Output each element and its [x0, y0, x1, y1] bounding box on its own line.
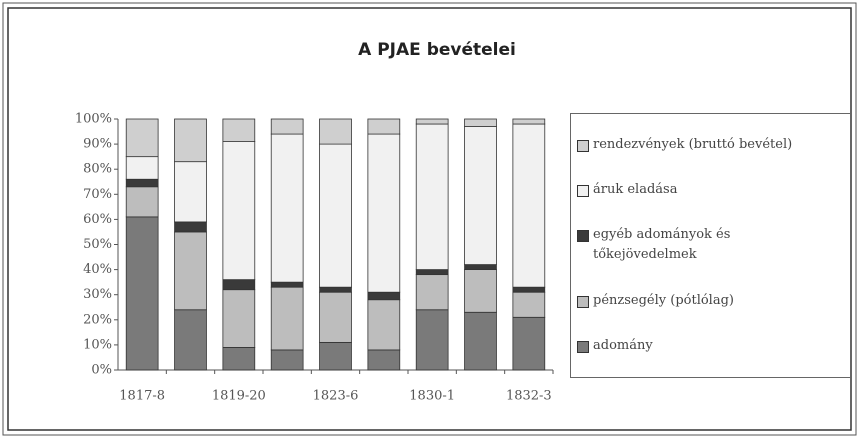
legend-item: adomány	[577, 336, 844, 356]
bar-segment	[512, 316, 546, 371]
legend-label: pénzsegély (pótlólag)	[593, 292, 734, 308]
bar-segment	[125, 178, 159, 188]
bar-segment	[367, 118, 401, 135]
bar-segment	[464, 264, 497, 270]
bar-segment	[367, 291, 401, 301]
x-tick-label: 1819-20	[212, 389, 266, 404]
y-tick-label: 50%	[83, 237, 112, 252]
bar-segment	[125, 216, 159, 371]
bar-segment	[512, 286, 546, 293]
legend-swatch	[577, 139, 589, 152]
y-tick-label: 80%	[83, 162, 112, 177]
legend-item: egyéb adományok és tőkejövedelmek	[577, 225, 844, 265]
bar-segment	[222, 289, 256, 348]
y-tick-label: 90%	[83, 137, 112, 152]
bar-segment	[415, 118, 449, 125]
bar-segment	[174, 309, 207, 371]
y-tick-label: 100%	[75, 112, 112, 127]
legend-label: áruk eladása	[593, 182, 678, 198]
bar-segment	[415, 123, 449, 270]
legend-item: áruk eladása	[577, 180, 844, 200]
bar-segment	[367, 349, 401, 371]
bar-segment	[319, 341, 352, 371]
x-tick-label: 1817-8	[119, 389, 165, 404]
bar-segment	[464, 311, 497, 371]
bar-segment	[464, 126, 497, 265]
bar-segment	[415, 274, 449, 311]
y-tick-label: 10%	[83, 337, 112, 352]
bar-segment	[270, 118, 304, 135]
bar-segment	[319, 118, 352, 145]
bar-segment	[367, 133, 401, 293]
legend-label: rendezvények (bruttó bevétel)	[593, 136, 793, 152]
legend-swatch	[577, 295, 589, 308]
bar-segment	[367, 299, 401, 351]
bar-segment	[174, 231, 207, 311]
bar-segment	[415, 309, 449, 371]
bar-segment	[512, 291, 546, 318]
bar-segment	[512, 118, 546, 125]
legend-swatch	[577, 341, 589, 354]
legend-label: adomány	[593, 338, 653, 354]
bar-segment	[222, 279, 256, 291]
bar-segment	[415, 269, 449, 276]
bar-segment	[319, 286, 352, 293]
y-tick-label: 0%	[91, 363, 112, 378]
bar-segment	[125, 118, 159, 158]
legend-swatch	[577, 230, 589, 243]
bar-segment	[270, 281, 304, 288]
y-tick-label: 70%	[83, 187, 112, 202]
y-tick-label: 60%	[83, 212, 112, 227]
inner-frame	[7, 7, 852, 431]
legend-label: egyéb adományok és tőkejövedelmek	[593, 227, 731, 263]
bar-segment	[125, 186, 159, 218]
legend: rendezvények (bruttó bevétel) áruk eladás…	[570, 113, 851, 378]
y-tick-label: 40%	[83, 262, 112, 277]
x-tick-label: 1830-1	[409, 389, 455, 404]
chart-title: A PJAE bevételei	[358, 40, 516, 60]
bar-segment	[174, 221, 207, 233]
bar-segment	[319, 291, 352, 343]
x-tick-label: 1823-6	[313, 389, 359, 404]
y-tick-label: 30%	[83, 287, 112, 302]
bar-segment	[270, 286, 304, 351]
bar-segment	[270, 349, 304, 371]
bar-segment	[174, 118, 207, 163]
legend-item: rendezvények (bruttó bevétel)	[577, 135, 844, 155]
bar-segment	[222, 118, 256, 142]
bar-segment	[222, 141, 256, 281]
legend-swatch	[577, 185, 589, 198]
bar-segment	[270, 133, 304, 283]
bar-segment	[464, 269, 497, 313]
bar-segment	[512, 123, 546, 288]
bar-segment	[125, 156, 159, 180]
bar-segment	[464, 118, 497, 127]
bar-segment	[174, 161, 207, 223]
x-tick-label: 1832-3	[506, 389, 552, 404]
legend-item: pénzsegély (pótlólag)	[577, 291, 844, 311]
bar-segment	[319, 143, 352, 288]
y-tick-label: 20%	[83, 312, 112, 327]
bar-segment	[222, 347, 256, 371]
